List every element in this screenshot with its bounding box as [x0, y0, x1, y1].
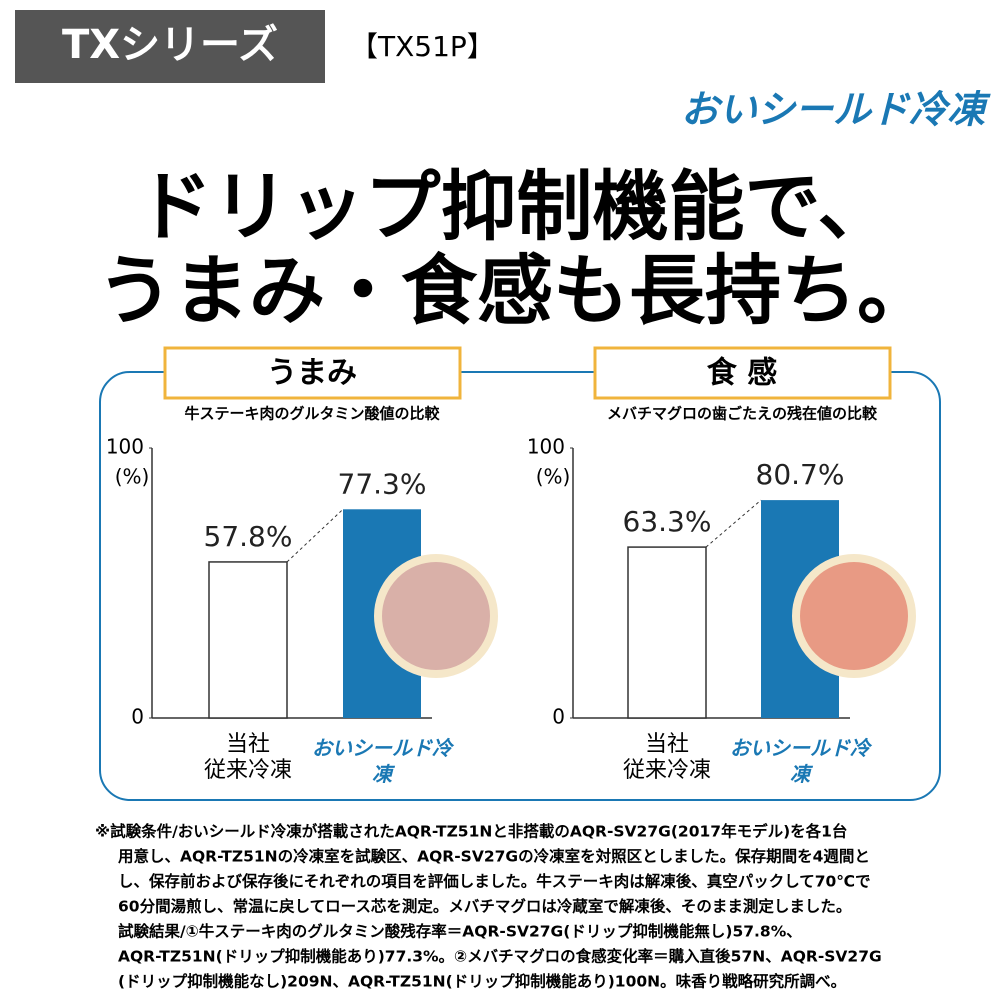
series-badge [15, 10, 325, 83]
footnote-line: AQR-TZ51N(ドリップ抑制機能あり)77.3%。②メバチマグロの食感変化率… [118, 947, 882, 966]
y-tick-label: 0 [552, 705, 565, 729]
value-label: 80.7% [756, 458, 845, 491]
model: 【TX51P】 [350, 30, 495, 63]
food-photo [374, 554, 498, 678]
x-tick-label: おいシールド冷凍 [730, 736, 870, 786]
footnote-line: ※試験条件/おいシールド冷凍が搭載されたAQR-TZ51Nと非搭載のAQR-SV… [95, 822, 847, 841]
panel-heading: うまみ [267, 356, 357, 391]
bar [208, 561, 288, 719]
bar [627, 546, 707, 719]
y-tick-label: 0 [131, 705, 144, 729]
logo: おいシールド冷凍 [681, 88, 991, 132]
heading-box [593, 346, 892, 400]
panel-frame [99, 371, 941, 801]
footnote-line: し、保存前および保存後にそれぞれの項目を評価しました。牛ステーキ肉は解凍後、真空… [118, 872, 871, 891]
footnote-line: 60分間湯煎し、常温に戻してロース芯を測定。メバチマグロは冷蔵室で解凍後、そのま… [118, 897, 851, 916]
headline: うまみ・食感も長持ち。 [97, 246, 933, 335]
x-tick-label: 当社 従来冷凍 [203, 732, 292, 783]
connector [705, 499, 762, 548]
connector [286, 508, 344, 563]
y-axis-label: (%) [115, 465, 150, 489]
y-tick-label: 100 [527, 435, 565, 459]
value-label: 63.3% [623, 505, 712, 538]
heading-box [163, 346, 462, 400]
panel-heading: 食 感 [707, 356, 777, 391]
value-label: 77.3% [338, 467, 427, 500]
chart-title: 牛ステーキ肉のグルタミン酸値の比較 [184, 405, 440, 423]
chart-title: メバチマグロの歯ごたえの残在値の比較 [607, 405, 878, 423]
x-tick-label: おいシールド冷凍 [312, 736, 452, 786]
x-tick-label: 当社 従来冷凍 [622, 732, 711, 783]
footnote-line: 用意し、AQR-TZ51Nの冷凍室を試験区、AQR-SV27Gの冷凍室を対照区と… [118, 847, 870, 866]
footnote-line: (ドリップ抑制機能なし)209N、AQR-TZ51N(ドリップ抑制機能あり)10… [118, 972, 846, 991]
headline: ドリップ抑制機能で、 [137, 162, 894, 251]
footnote-line: 試験結果/①牛ステーキ肉のグルタミン酸残存率＝AQR-SV27G(ドリップ抑制機… [118, 922, 802, 941]
series-name: TXシリーズ [62, 22, 278, 68]
food-photo [792, 554, 916, 678]
y-axis-label: (%) [536, 465, 571, 489]
value-label: 57.8% [204, 520, 293, 553]
y-tick-label: 100 [106, 435, 144, 459]
